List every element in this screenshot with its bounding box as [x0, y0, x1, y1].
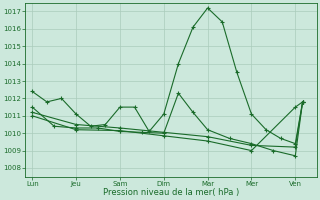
X-axis label: Pression niveau de la mer( hPa ): Pression niveau de la mer( hPa ) — [103, 188, 239, 197]
